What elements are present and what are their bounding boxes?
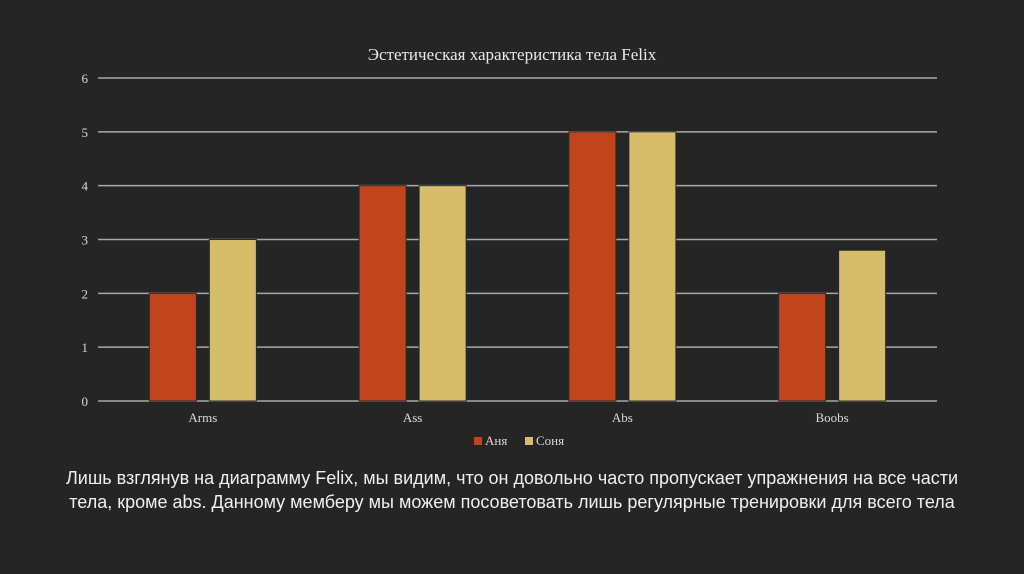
chart-title: Эстетическая характеристика тела Felix xyxy=(368,45,657,64)
x-tick-label: Boobs xyxy=(816,410,849,425)
legend-label: Соня xyxy=(536,433,564,448)
legend-label: Аня xyxy=(485,433,507,448)
y-axis-ticks: 0 1 2 3 4 5 6 xyxy=(82,71,89,409)
bar-boobs-series-0 xyxy=(778,292,827,402)
bar-abs-series-1 xyxy=(628,131,677,402)
legend-swatch xyxy=(525,437,533,445)
y-tick-label: 0 xyxy=(82,394,89,409)
x-tick-label: Arms xyxy=(188,410,217,425)
bar-ass-series-1 xyxy=(418,185,467,402)
y-tick-label: 5 xyxy=(82,125,89,140)
bars xyxy=(148,131,887,402)
bar-chart: Эстетическая характеристика тела Felix 0… xyxy=(82,45,937,448)
y-tick-label: 1 xyxy=(82,340,89,355)
y-tick-label: 6 xyxy=(82,71,89,86)
bar-arms-series-1 xyxy=(208,239,257,402)
bar-arms-series-0 xyxy=(148,292,197,402)
y-tick-label: 4 xyxy=(82,179,89,194)
x-tick-label: Ass xyxy=(403,410,423,425)
bar-boobs-series-1 xyxy=(838,249,887,402)
legend-swatch xyxy=(474,437,482,445)
caption-text: Лишь взглянув на диаграмму Felix, мы вид… xyxy=(65,468,959,512)
y-tick-label: 2 xyxy=(82,286,89,301)
legend: Аня Соня xyxy=(474,433,564,448)
x-axis-ticks: Arms Ass Abs Boobs xyxy=(188,410,848,425)
y-tick-label: 3 xyxy=(82,233,89,248)
bar-ass-series-0 xyxy=(358,185,407,402)
x-tick-label: Abs xyxy=(612,410,633,425)
bar-abs-series-0 xyxy=(568,131,617,402)
